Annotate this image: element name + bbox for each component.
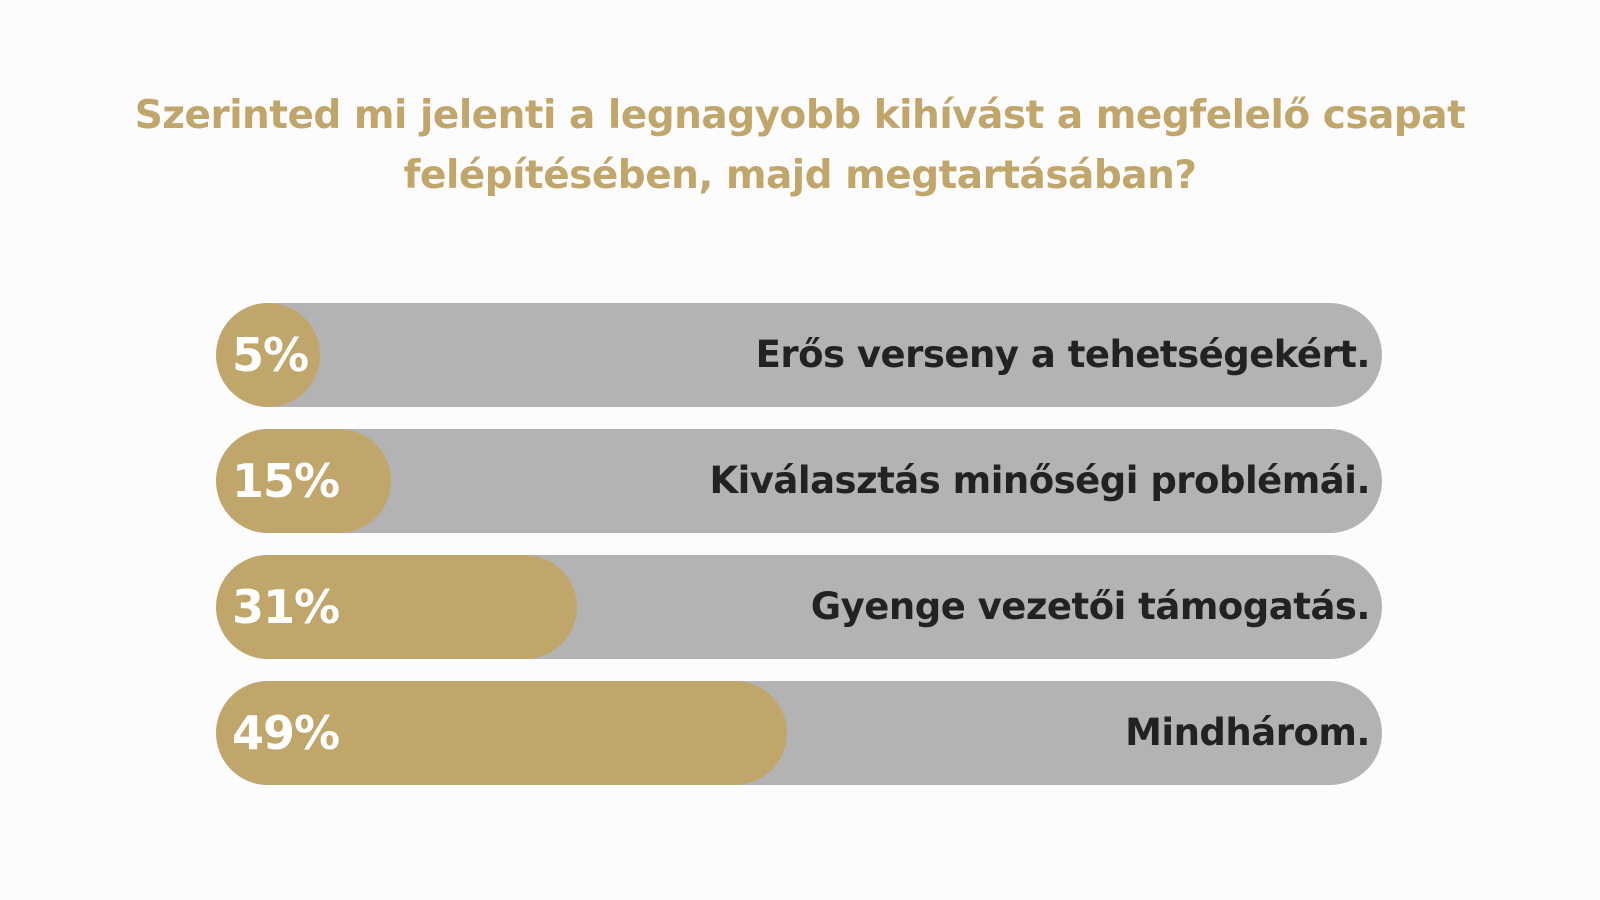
bar-category-label: Mindhárom. xyxy=(1125,711,1370,754)
bar-value-label: 15% xyxy=(232,454,340,508)
bar-category-label: Kiválasztás minőségi problémái. xyxy=(709,459,1370,502)
chart-title: Szerinted mi jelenti a legnagyobb kihívá… xyxy=(134,93,1466,198)
bar-value-label: 31% xyxy=(232,580,340,634)
bar-fill xyxy=(216,681,788,785)
bar-category-label: Erős verseny a tehetségekért. xyxy=(755,333,1371,376)
bar-chart: 5% Erős verseny a tehetségekért. 15% Kivála… xyxy=(216,303,1382,807)
bar-fill xyxy=(216,555,578,659)
bar-row: 49% Mindhárom. xyxy=(216,681,1382,785)
bar-fill xyxy=(216,303,320,407)
bar-value-label: 49% xyxy=(232,706,340,760)
bar-row: 5% Erős verseny a tehetségekért. xyxy=(216,303,1382,407)
bar-category-label: Gyenge vezetői támogatás. xyxy=(810,585,1371,628)
bar-value-label: 5% xyxy=(232,328,309,382)
bar-fill xyxy=(216,429,391,533)
bar-row: 15% Kiválasztás minőségi problémái. xyxy=(216,429,1382,533)
bar-row: 31% Gyenge vezetői támogatás. xyxy=(216,555,1382,659)
